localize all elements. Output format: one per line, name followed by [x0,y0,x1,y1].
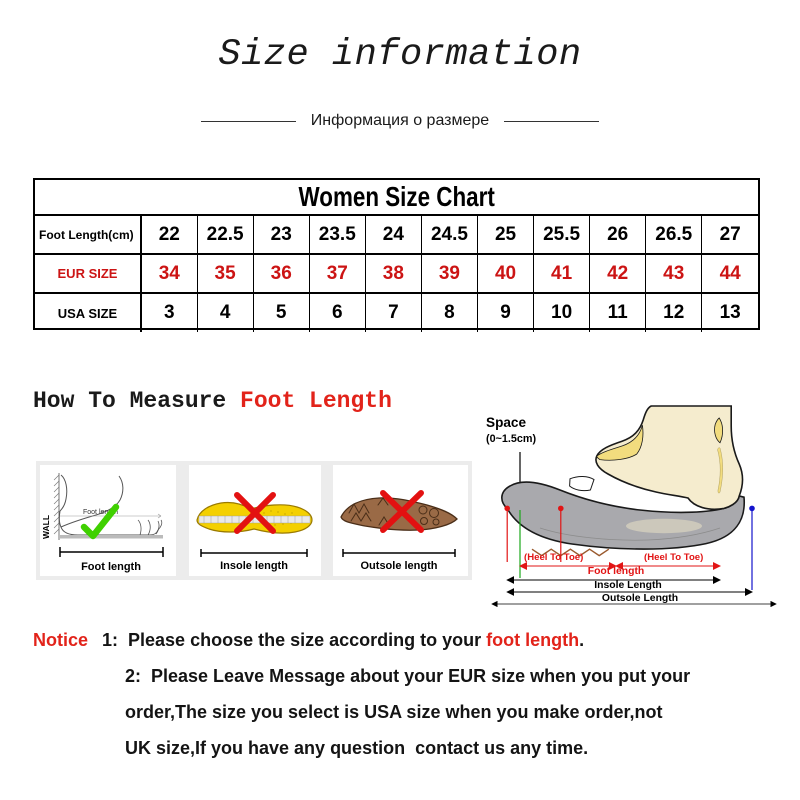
svg-text:Insole Length: Insole Length [594,580,662,591]
svg-text:(Heel To Toe): (Heel To Toe) [644,552,703,563]
svg-text:Space: Space [486,415,526,430]
svg-text:Outsole length: Outsole length [361,560,438,572]
svg-text:Foot length: Foot length [81,561,141,573]
svg-text:Insole length: Insole length [220,560,288,572]
svg-text:(Heel To Toe): (Heel To Toe) [524,552,583,563]
svg-text:WALL: WALL [41,515,51,539]
svg-text:Foot length: Foot length [588,566,645,577]
svg-text:Outsole Length: Outsole Length [602,593,678,604]
svg-text:(0~1.5cm): (0~1.5cm) [486,433,537,445]
